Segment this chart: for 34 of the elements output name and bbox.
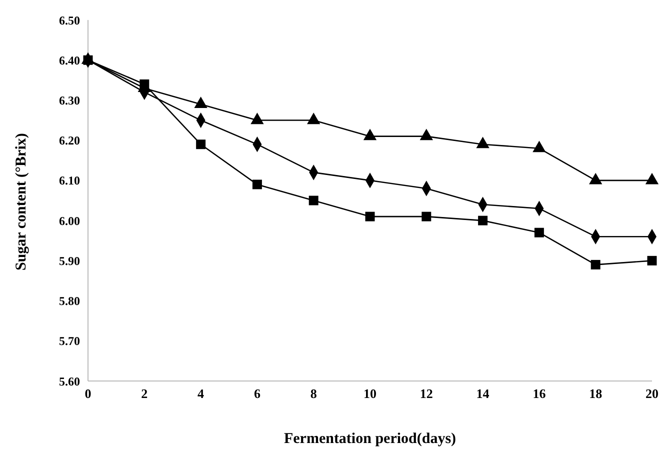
point — [365, 212, 375, 222]
point — [647, 256, 657, 266]
x-axis-title: Fermentation period(days) — [284, 431, 456, 447]
y-tick-label: 5.60 — [59, 374, 80, 388]
y-tick-label: 5.80 — [59, 294, 80, 308]
y-tick-label: 6.30 — [59, 93, 80, 108]
x-tick-label: 18 — [589, 386, 603, 402]
y-tick-label: 6.20 — [59, 134, 80, 148]
y-tick-label: 5.70 — [59, 334, 80, 348]
y-tick-label: 6.00 — [59, 214, 80, 228]
x-tick-label: 20 — [646, 386, 658, 402]
point — [308, 196, 318, 206]
x-tick-label: 8 — [310, 386, 318, 402]
point — [196, 140, 206, 150]
x-tick-label: 6 — [254, 386, 261, 402]
x-tick-label: 4 — [198, 386, 205, 402]
y-axis-title: Sugar content (°Brix) — [13, 133, 30, 270]
x-tick-label: 2 — [141, 386, 148, 402]
point — [534, 228, 544, 238]
point — [590, 260, 600, 270]
point — [252, 180, 262, 190]
x-tick-label: 14 — [476, 386, 490, 402]
point — [83, 55, 93, 65]
x-tick-label: 12 — [420, 386, 433, 402]
point — [140, 79, 150, 89]
y-tick-label: 6.40 — [59, 53, 80, 68]
y-tick-label: 5.90 — [59, 254, 80, 268]
point — [478, 216, 488, 226]
y-tick-label: 6.10 — [59, 174, 80, 188]
x-tick-label: 10 — [364, 386, 376, 402]
y-tick-label: 6.50 — [59, 13, 80, 28]
x-tick-label: 0 — [84, 386, 92, 402]
x-tick-label: 16 — [532, 386, 546, 402]
point — [422, 212, 432, 222]
